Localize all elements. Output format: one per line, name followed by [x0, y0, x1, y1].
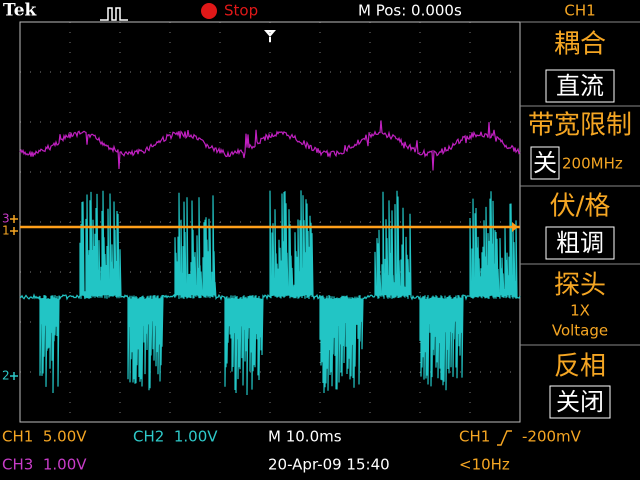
brand: Tek: [3, 1, 38, 21]
menu-value-box: [530, 146, 560, 180]
acquire-icon: [100, 7, 128, 21]
menu-value-box: [545, 226, 615, 260]
menu-label[interactable]: 耦合: [554, 30, 606, 60]
menu-value[interactable]: 关闭: [556, 388, 604, 416]
menu-value[interactable]: 直流: [556, 72, 604, 100]
stop-icon: [201, 3, 217, 19]
frequency: <10Hz: [459, 456, 510, 474]
side-menu: 耦合 直流 带宽限制 关 200MHz 伏/格 粗调 探头 1X Voltage…: [520, 21, 640, 419]
marker-arrow-ch2: [10, 372, 18, 380]
position: M Pos: 0.000s: [358, 2, 462, 20]
menu-detail: 200MHz: [562, 155, 623, 173]
ch3-scale: CH3 1.00V: [2, 456, 87, 474]
menu-label[interactable]: 反相: [554, 352, 606, 382]
marker-arrows: [10, 215, 18, 235]
menu-value[interactable]: 粗调: [556, 229, 604, 257]
ch2-scale: CH2 1.00V: [133, 428, 218, 446]
ch2-marker: 2: [2, 369, 10, 383]
menu-value[interactable]: 关: [533, 149, 557, 177]
ch1-scale: CH1 5.00V: [2, 428, 87, 446]
trigger-source: CH1: [459, 428, 490, 446]
status: Stop: [224, 2, 258, 20]
menu-value-box: [549, 385, 611, 419]
datetime: 20-Apr-09 15:40: [268, 456, 390, 474]
trigger-position: [264, 30, 276, 37]
graticule-border: [19, 21, 521, 423]
trigger-slope: [497, 430, 512, 446]
menu-detail: Voltage: [552, 322, 608, 340]
menu-detail: 1X: [570, 302, 590, 320]
ch3-waveform: [19, 120, 521, 171]
timebase: M 10.0ms: [268, 428, 342, 446]
ch2-waveform: [19, 190, 521, 396]
ch1-marker: 1: [2, 224, 10, 238]
channel: CH1: [564, 2, 595, 20]
menu-label[interactable]: 伏/格: [550, 192, 611, 222]
menu-label[interactable]: 探头: [554, 271, 606, 301]
trigger-level-marker: [512, 222, 518, 232]
trigger-level: -200mV: [522, 428, 582, 446]
ch3-marker: 3: [2, 212, 10, 226]
menu-value-box: [545, 69, 615, 103]
menu-label[interactable]: 带宽限制: [528, 111, 632, 141]
